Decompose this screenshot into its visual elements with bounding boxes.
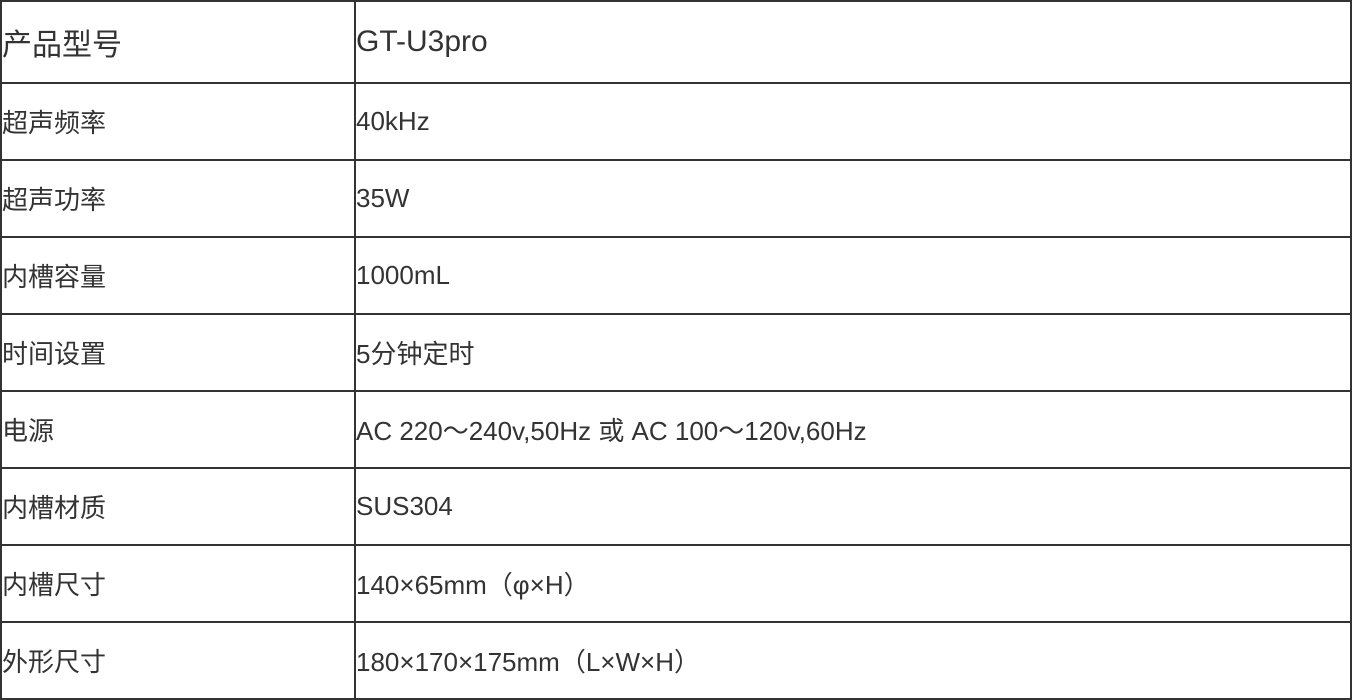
spec-label: 内槽尺寸 (1, 545, 355, 622)
spec-value: 180×170×175mm（L×W×H） (355, 622, 1351, 699)
table-row: 内槽容量 1000mL (1, 237, 1351, 314)
spec-value: GT-U3pro (355, 1, 1351, 83)
spec-label: 产品型号 (1, 1, 355, 83)
table-row: 超声功率 35W (1, 160, 1351, 237)
table-row: 外形尺寸 180×170×175mm（L×W×H） (1, 622, 1351, 699)
spec-value: 5分钟定时 (355, 314, 1351, 391)
table-row: 产品型号 GT-U3pro (1, 1, 1351, 83)
spec-value: 35W (355, 160, 1351, 237)
spec-value: AC 220～240v,50Hz 或 AC 100～120v,60Hz (355, 391, 1351, 468)
spec-value: 1000mL (355, 237, 1351, 314)
table-row: 电源 AC 220～240v,50Hz 或 AC 100～120v,60Hz (1, 391, 1351, 468)
spec-value: 40kHz (355, 83, 1351, 160)
spec-table: 产品型号 GT-U3pro 超声频率 40kHz 超声功率 35W 内槽容量 1… (0, 0, 1352, 700)
spec-label: 内槽材质 (1, 468, 355, 545)
spec-value: SUS304 (355, 468, 1351, 545)
spec-label: 电源 (1, 391, 355, 468)
table-row: 时间设置 5分钟定时 (1, 314, 1351, 391)
spec-value: 140×65mm（φ×H） (355, 545, 1351, 622)
spec-label: 内槽容量 (1, 237, 355, 314)
spec-label: 超声频率 (1, 83, 355, 160)
spec-label: 时间设置 (1, 314, 355, 391)
table-row: 内槽材质 SUS304 (1, 468, 1351, 545)
table-row: 超声频率 40kHz (1, 83, 1351, 160)
table-row: 内槽尺寸 140×65mm（φ×H） (1, 545, 1351, 622)
spec-label: 超声功率 (1, 160, 355, 237)
spec-label: 外形尺寸 (1, 622, 355, 699)
